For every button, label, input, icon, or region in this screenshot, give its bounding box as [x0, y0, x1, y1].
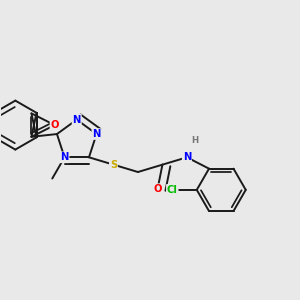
- Text: S: S: [110, 160, 117, 170]
- Text: N: N: [73, 115, 81, 125]
- Text: Cl: Cl: [167, 185, 178, 195]
- Text: O: O: [50, 120, 59, 130]
- Text: N: N: [183, 152, 191, 162]
- Text: N: N: [92, 129, 101, 139]
- Text: H: H: [191, 136, 198, 146]
- Text: N: N: [60, 152, 69, 162]
- Text: O: O: [153, 184, 162, 194]
